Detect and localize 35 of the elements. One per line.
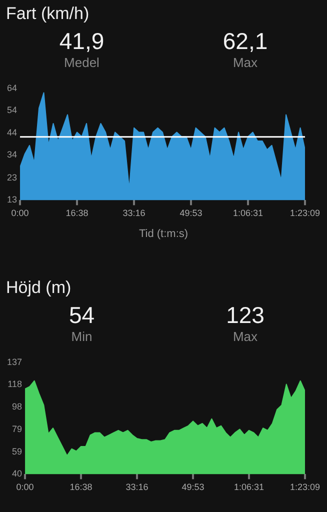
x-tick-label: 49:53 [180,208,202,218]
y-tick-label: 54 [6,105,18,116]
text: 54 [68,302,96,329]
y-tick-label: 137 [6,356,22,367]
x-tick-label: 1:06:31 [232,208,264,218]
text: Min [70,329,94,344]
x-tick-label: 33:16 [126,482,148,492]
text: 41,9 [58,28,106,55]
y-tick-label: 13 [6,194,18,205]
x-tick-label: 1:06:31 [234,482,264,492]
text: 62,1 [222,28,269,55]
x-tick-label: 33:16 [122,208,146,218]
chart-title: Höjd (m) [5,277,72,299]
chart-title: Fart (km/h) [5,3,90,25]
y-tick-label: 98 [12,402,22,412]
x-axis-title: Tid (t:m:s) [138,227,190,242]
y-tick-label: 64 [6,82,18,93]
x-tick-label: 16:38 [66,208,88,218]
y-tick-label: 118 [8,379,22,390]
x-tick-label: 0:00 [16,482,34,492]
x-tick-label: 1:23:09 [290,208,320,218]
y-tick-label: 44 [6,128,18,138]
y-tick-label: 59 [12,446,22,456]
text: Medel [63,55,100,70]
x-tick-label: 49:53 [182,482,204,492]
x-tick-label: 0:00 [11,208,29,218]
text: 123 [225,302,266,329]
x-tick-label: 16:38 [70,482,92,492]
y-tick-label: 40 [12,468,22,479]
y-tick-label: 79 [12,424,22,434]
text: Max [232,329,259,344]
text: Max [232,55,259,70]
y-tick-label: 23 [6,172,18,182]
y-tick-label: 34 [6,150,18,160]
x-tick-label: 1:23:09 [290,482,320,492]
